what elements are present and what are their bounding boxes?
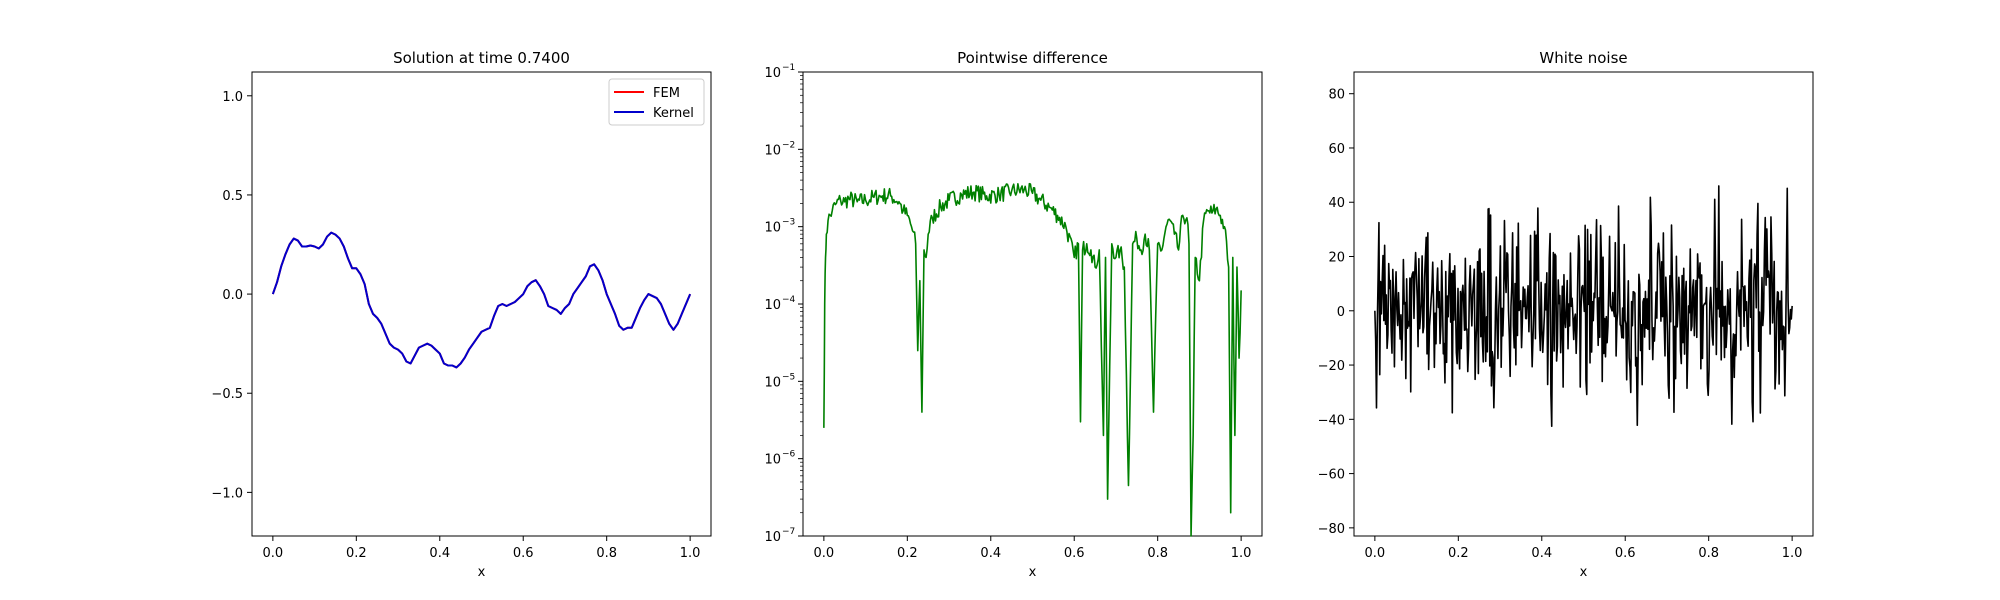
y-tick-label: 10 (764, 530, 781, 545)
y-tick-exponent: −6 (782, 450, 796, 460)
solution-legend: FEM Kernel (608, 78, 705, 126)
y-tick-exponent: −5 (782, 372, 795, 382)
y-tick-exponent: −7 (782, 527, 795, 537)
solution-chart-title: Solution at time 0.7400 (393, 49, 570, 67)
y-tick-label: −60 (1318, 468, 1345, 483)
x-tick-label: 0.6 (513, 546, 534, 561)
legend-kernel-label: Kernel (653, 106, 694, 121)
solution-y-ticks: −1.0 −0.5 0.0 0.5 1.0 (211, 90, 252, 501)
noise-lines (1374, 185, 1793, 428)
y-tick-label: 1.0 (222, 90, 243, 105)
difference-y-ticks: 10−710−610−510−410−310−210−1 (764, 63, 803, 545)
x-tick-label: 0.6 (1615, 546, 1636, 561)
y-tick-label: −40 (1318, 413, 1345, 428)
x-tick-label: 0.4 (429, 546, 450, 561)
y-tick-label: 10 (764, 298, 781, 313)
y-tick-label: 40 (1328, 196, 1345, 211)
y-tick-label: 10 (764, 453, 781, 468)
x-tick-label: 0.8 (1698, 546, 1719, 561)
y-tick-exponent: −3 (782, 218, 795, 228)
x-tick-label: 1.0 (680, 546, 701, 561)
y-tick-label: −1.0 (211, 486, 243, 501)
x-tick-label: 0.4 (980, 546, 1001, 561)
solution-lines (271, 231, 692, 369)
solution-chart: Solution at time 0.7400 x 0.0 0.2 0.4 0.6 0.… (211, 49, 712, 580)
noise-y-ticks: −80 −60 −40 −20 0 20 40 60 80 (1318, 88, 1354, 537)
x-tick-label: 0.8 (596, 546, 617, 561)
x-tick-label: 0.6 (1064, 546, 1085, 561)
pointwise-difference-chart: Pointwise difference x 0.0 0.2 0.4 0.6 0.8 1.… (764, 49, 1263, 580)
x-tick-label: 0.0 (1365, 546, 1386, 561)
y-tick-label: 10 (764, 143, 781, 158)
x-tick-label: 0.2 (346, 546, 367, 561)
y-tick-label: 80 (1328, 88, 1345, 103)
difference-chart-title: Pointwise difference (957, 49, 1108, 67)
y-tick-label: −20 (1318, 359, 1345, 374)
y-tick-exponent: −1 (782, 63, 795, 73)
y-tick-label: 10 (764, 221, 781, 236)
y-tick-label: 0.0 (222, 288, 243, 303)
solution-plot-area (251, 71, 712, 537)
x-tick-label: 0.4 (1531, 546, 1552, 561)
y-tick-label: −80 (1318, 522, 1345, 537)
x-tick-label: 1.0 (1231, 546, 1252, 561)
difference-x-ticks: 0.0 0.2 0.4 0.6 0.8 1.0 (814, 536, 1252, 561)
noise-x-ticks: 0.0 0.2 0.4 0.6 0.8 1.0 (1365, 536, 1803, 561)
difference-lines (823, 182, 1242, 537)
legend-fem-label: FEM (653, 86, 680, 101)
y-tick-exponent: −4 (782, 295, 796, 305)
legend-box (608, 78, 705, 126)
x-tick-label: 1.0 (1782, 546, 1803, 561)
noise-line (1374, 185, 1793, 428)
noise-chart-title: White noise (1539, 49, 1627, 67)
y-tick-label: 10 (764, 375, 781, 390)
solution-x-ticks: 0.0 0.2 0.4 0.6 0.8 1.0 (263, 536, 701, 561)
difference-plot-area (802, 71, 1263, 537)
y-tick-label: 10 (764, 66, 781, 81)
y-tick-label: 60 (1328, 142, 1345, 157)
difference-x-axis-label: x (1029, 565, 1037, 580)
y-tick-label: 0 (1337, 305, 1345, 320)
x-tick-label: 0.0 (263, 546, 284, 561)
y-tick-label: 0.5 (222, 189, 243, 204)
noise-x-axis-label: x (1580, 565, 1588, 580)
x-tick-label: 0.0 (814, 546, 835, 561)
solution-x-axis-label: x (478, 565, 486, 580)
y-tick-label: 20 (1328, 251, 1345, 266)
x-tick-label: 0.2 (897, 546, 918, 561)
x-tick-label: 0.2 (1448, 546, 1469, 561)
kernel-line (271, 231, 692, 369)
x-tick-label: 0.8 (1147, 546, 1168, 561)
white-noise-chart: White noise x 0.0 0.2 0.4 0.6 0.8 1.0 −80−60−… (1318, 49, 1814, 580)
y-tick-label: −0.5 (211, 387, 243, 402)
difference-line (823, 182, 1242, 537)
y-tick-exponent: −2 (782, 140, 795, 150)
